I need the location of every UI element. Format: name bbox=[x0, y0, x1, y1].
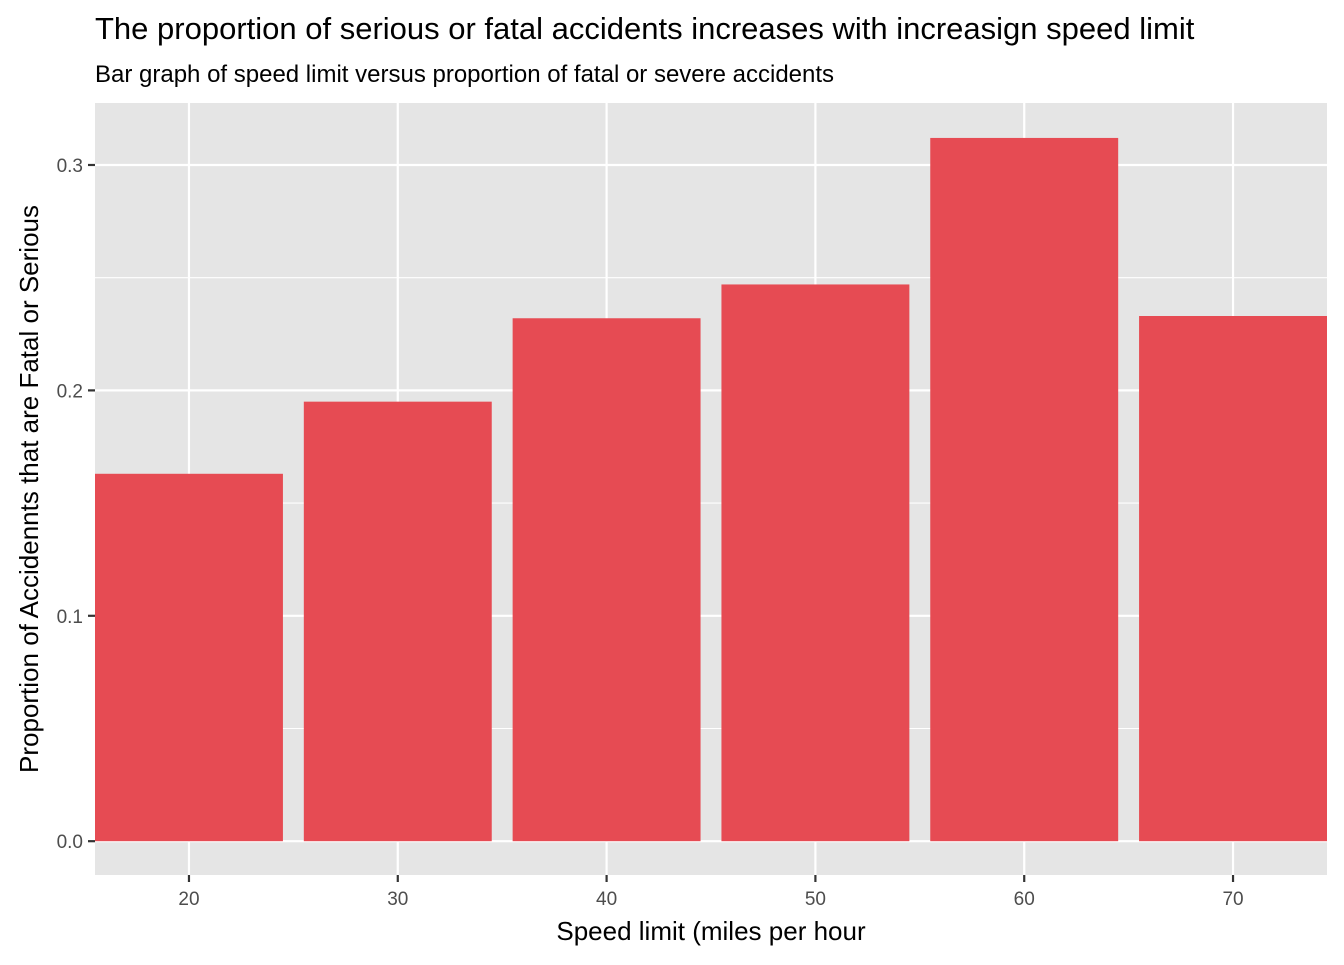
y-axis-title: Proportion of Accidennts that are Fatal … bbox=[14, 205, 44, 773]
plot-panel bbox=[95, 103, 1327, 875]
y-tick-label: 0.1 bbox=[57, 607, 83, 628]
x-axis: 20 30 40 50 60 70 bbox=[178, 875, 1244, 910]
bar-60 bbox=[930, 137, 1119, 842]
y-tick-label: 0.2 bbox=[57, 381, 83, 402]
chart-subtitle: Bar graph of speed limit versus proporti… bbox=[95, 61, 834, 88]
x-tick-label: 40 bbox=[596, 889, 617, 910]
bars bbox=[95, 137, 1327, 842]
bar-20 bbox=[95, 473, 283, 842]
x-tick-label: 60 bbox=[1014, 889, 1035, 910]
x-tick-label: 50 bbox=[805, 889, 826, 910]
x-axis-title: Speed limit (miles per hour bbox=[556, 916, 866, 946]
bar-30 bbox=[303, 401, 492, 842]
bar-40 bbox=[512, 318, 701, 842]
bar-70 bbox=[1139, 316, 1327, 842]
x-tick-label: 70 bbox=[1222, 889, 1243, 910]
bar-50 bbox=[721, 284, 910, 842]
x-tick-label: 20 bbox=[178, 889, 199, 910]
x-tick-label: 30 bbox=[387, 889, 408, 910]
y-axis: 0.0 0.1 0.2 0.3 bbox=[57, 156, 95, 853]
y-tick-label: 0.3 bbox=[57, 156, 83, 177]
chart-title: The proportion of serious or fatal accid… bbox=[95, 11, 1195, 46]
y-tick-label: 0.0 bbox=[57, 832, 83, 853]
